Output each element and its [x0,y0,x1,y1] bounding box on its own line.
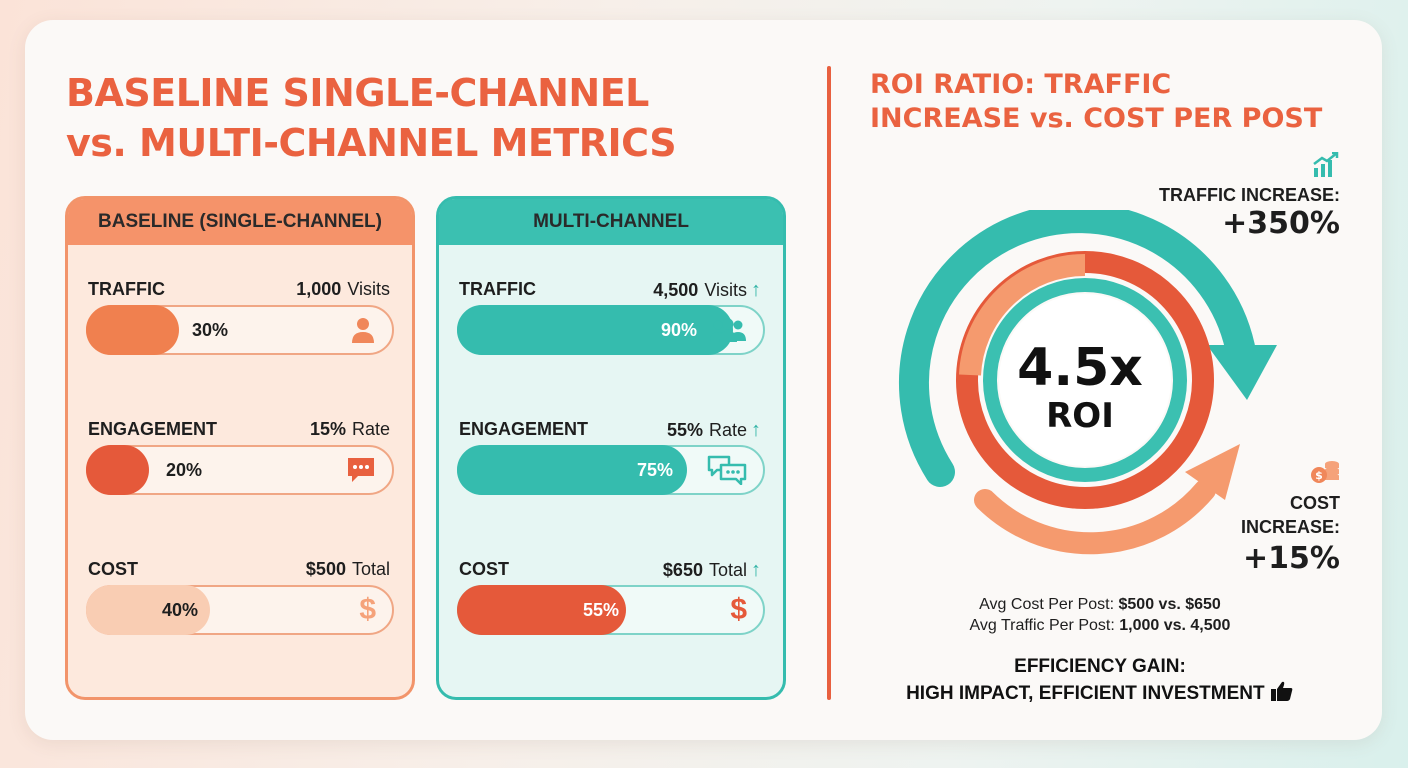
roi-value: 4.5x ROI [970,340,1190,436]
roi-title-line1: ROI RATIO: TRAFFIC [870,69,1172,100]
metric-bar-percent: 75% [637,459,674,480]
cost-increase-callout: $ COST INCREASE: +15% [1241,458,1340,576]
group-icon [709,307,747,353]
avg-cost-per-post: Avg Cost Per Post: $500 vs. $650 [880,596,1320,614]
metric-bar-fill [457,585,627,635]
cost-increase-label-line2: INCREASE: [1240,517,1340,537]
metric-value: 1,000 Visits [296,279,390,299]
metric-bar: 55% $ [457,585,765,635]
multi-engagement-metric: ENGAGEMENT 55% Rate ↑ 75% [457,419,765,529]
efficiency-gain-statement: HIGH IMPACT, EFFICIENT INVESTMENT [860,680,1340,705]
metric-bar: 30% [86,305,394,355]
dollar-icon: $ [359,593,376,626]
metric-bar: 40% $ [86,585,394,635]
multi-channel-panel: MULTI-CHANNEL TRAFFIC 4,500 Visits ↑ 90% E… [436,196,786,700]
avg-cost-label: Avg Cost Per Post: [979,596,1115,613]
roi-ratio-label: ROI [1046,396,1114,436]
baseline-panel-header: BASELINE (SINGLE-CHANNEL) [68,199,412,245]
metric-bar-fill [457,445,687,495]
metric-bar-percent: 20% [166,459,203,480]
main-title-line2: vs. MULTI-CHANNEL METRICS [66,121,677,165]
metric-bar-fill [86,445,149,495]
chat-bubbles-icon [707,447,747,493]
baseline-panel: BASELINE (SINGLE-CHANNEL) TRAFFIC 1,000 V… [65,196,415,700]
coins-icon: $ [1241,458,1340,491]
efficiency-gain-label: EFFICIENCY GAIN: [1014,656,1186,677]
metric-bar-fill [457,305,733,355]
avg-traffic-label: Avg Traffic Per Post: [969,617,1115,634]
avg-cost-value: $500 vs. $650 [1118,596,1221,613]
cost-arc-arrowhead [1185,444,1240,500]
baseline-cost-metric: COST $500 Total 40% $ [86,559,394,669]
thumbs-up-icon [1270,681,1294,704]
traffic-increase-callout: TRAFFIC INCREASE: +350% [1159,151,1340,241]
roi-center [999,294,1171,466]
multi-traffic-metric: TRAFFIC 4,500 Visits ↑ 90% [457,279,765,389]
up-arrow-icon: ↑ [751,559,761,581]
metric-value: 4,500 Visits ↑ [653,279,761,301]
cost-increase-value: +15% [1243,541,1340,576]
metric-label: COST [459,559,510,579]
dollar-icon: $ [730,593,747,626]
section-divider [827,66,831,700]
metric-value: 15% Rate [309,419,390,439]
metric-label: TRAFFIC [459,279,536,299]
roi-inner-ring [983,278,1187,482]
multi-channel-panel-header: MULTI-CHANNEL [439,199,783,245]
roi-title: ROI RATIO: TRAFFIC INCREASE vs. COST PER… [870,68,1350,136]
traffic-increase-label: TRAFFIC INCREASE: [1159,185,1340,205]
user-icon [350,307,376,353]
traffic-arc [899,210,1255,487]
metric-bar-percent: 90% [661,319,698,340]
roi-ratio: 4.5x [1017,338,1143,398]
metric-label: COST [88,559,139,579]
metric-bar: 75% [457,445,765,495]
traffic-increase-value: +350% [1222,206,1340,241]
up-arrow-icon: ↑ [751,419,761,441]
metric-label: ENGAGEMENT [459,419,589,439]
metric-bar-fill [86,305,180,355]
cost-arc [974,479,1216,555]
svg-text:$: $ [1315,469,1323,482]
growth-chart-icon [1159,151,1340,183]
avg-traffic-per-post: Avg Traffic Per Post: 1,000 vs. 4,500 [880,617,1320,635]
cost-increase-label-line1: COST [1289,493,1340,513]
baseline-engagement-metric: ENGAGEMENT 15% Rate 20% [86,419,394,529]
metric-bar-fill [86,585,210,635]
roi-title-line2: INCREASE vs. COST PER POST [870,103,1323,134]
roi-ring-highlight [959,253,1086,376]
traffic-arc-arrowhead [1207,345,1277,400]
metric-bar: 90% [457,305,765,355]
metric-value: 55% Rate ↑ [666,419,761,441]
metric-bar-percent: 40% [162,599,199,620]
metric-label: TRAFFIC [88,279,165,299]
baseline-traffic-metric: TRAFFIC 1,000 Visits 30% [86,279,394,389]
up-arrow-icon: ↑ [751,279,761,301]
multi-cost-metric: COST $650 Total ↑ 55% $ [457,559,765,669]
main-title-line1: BASELINE SINGLE-CHANNEL [66,71,649,115]
main-title: BASELINE SINGLE-CHANNEL vs. MULTI-CHANNE… [66,68,786,168]
metric-bar: 20% [86,445,394,495]
avg-traffic-value: 1,000 vs. 4,500 [1119,617,1231,634]
roi-ring-graphic [899,210,1277,555]
chat-bubble-icon [346,447,376,493]
metric-label: ENGAGEMENT [88,419,218,439]
metric-bar-percent: 30% [192,319,229,340]
metric-value: $500 Total [305,559,390,579]
metric-value: $650 Total ↑ [662,559,761,581]
metric-bar-percent: 55% [583,599,620,620]
